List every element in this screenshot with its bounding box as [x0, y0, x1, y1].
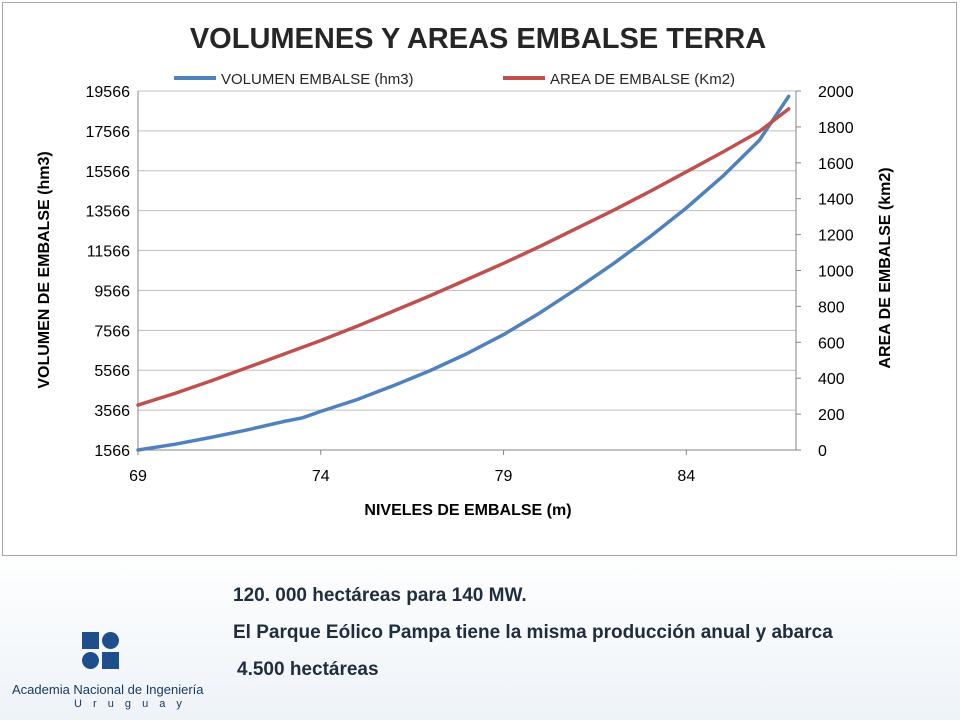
- logo-circle-icon: [82, 652, 99, 669]
- y-left-tick-label: 15566: [86, 164, 131, 181]
- logo-name: Academia Nacional de Ingeniería: [12, 682, 204, 697]
- y-left-tick-label: 1566: [94, 443, 130, 460]
- y-left-tick-label: 17566: [86, 124, 131, 141]
- y-right-tick-label: 1600: [818, 156, 854, 173]
- series-line-2: [136, 107, 791, 407]
- axes: [137, 90, 801, 455]
- series-lines: [136, 94, 791, 452]
- logo-circle-icon: [102, 632, 119, 649]
- y-left-tick-label: 5566: [94, 363, 130, 380]
- gridlines: [138, 90, 796, 451]
- x-tick-label: 84: [677, 468, 695, 485]
- logo-square-icon: [102, 652, 119, 669]
- footer-line-1: 120. 000 hectáreas para 140 MW.: [233, 585, 527, 606]
- chart: VOLUMENES Y AREAS EMBALSE TERRA VOLUMEN …: [36, 23, 894, 519]
- y-left-tick-label: 3566: [94, 403, 130, 420]
- y-axis-right-title: AREA DE EMBALSE (km2): [877, 167, 894, 368]
- legend-label: VOLUMEN EMBALSE (hm3): [221, 71, 414, 88]
- footer-line-3: 4.500 hectáreas: [237, 659, 379, 680]
- y-left-tick-label: 19566: [86, 84, 131, 101]
- y-left-tick-label: 7566: [94, 323, 130, 340]
- y-right-tick-label: 200: [818, 407, 845, 424]
- y-right-tick-label: 1400: [818, 192, 854, 209]
- y-left-tick-label: 11566: [87, 244, 130, 261]
- y-right-tick-label: 1000: [818, 264, 854, 281]
- y-right-tick-label: 1200: [818, 228, 854, 245]
- logo-country: U r u g u a y: [74, 698, 186, 710]
- y-right-tick-label: 400: [818, 371, 845, 388]
- logo-square-icon: [82, 632, 99, 649]
- y-right-tick-label: 2000: [818, 84, 854, 101]
- footer-line-2: El Parque Eólico Pampa tiene la misma pr…: [233, 622, 833, 643]
- y-left-tick-label: 13566: [86, 204, 131, 221]
- tick-labels: 1566 3566 5566 7566 9566 11566 13566 15566 17566…: [86, 84, 854, 485]
- y-axis-left-title: VOLUMEN DE EMBALSE (hm3): [36, 151, 53, 388]
- y-left-tick-label: 9566: [94, 283, 130, 300]
- y-right-tick-label: 600: [818, 335, 845, 352]
- chart-title: VOLUMENES Y AREAS EMBALSE TERRA: [190, 23, 766, 55]
- y-right-tick-label: 0: [818, 443, 827, 460]
- x-tick-label: 79: [495, 468, 513, 485]
- legend-label: AREA DE EMBALSE (Km2): [550, 71, 735, 88]
- y-right-tick-label: 1800: [818, 120, 854, 137]
- y-right-tick-label: 800: [818, 299, 845, 316]
- x-tick-label: 69: [129, 468, 147, 485]
- chart-frame: [2, 2, 957, 556]
- academia-logo: Academia Nacional de Ingeniería U r u g …: [12, 630, 204, 710]
- x-axis-title: NIVELES DE EMBALSE (m): [364, 502, 571, 519]
- series-line-1: [136, 94, 791, 452]
- legend: VOLUMEN EMBALSE (hm3) AREA DE EMBALSE (Km…: [174, 71, 735, 88]
- x-tick-label: 74: [312, 468, 330, 485]
